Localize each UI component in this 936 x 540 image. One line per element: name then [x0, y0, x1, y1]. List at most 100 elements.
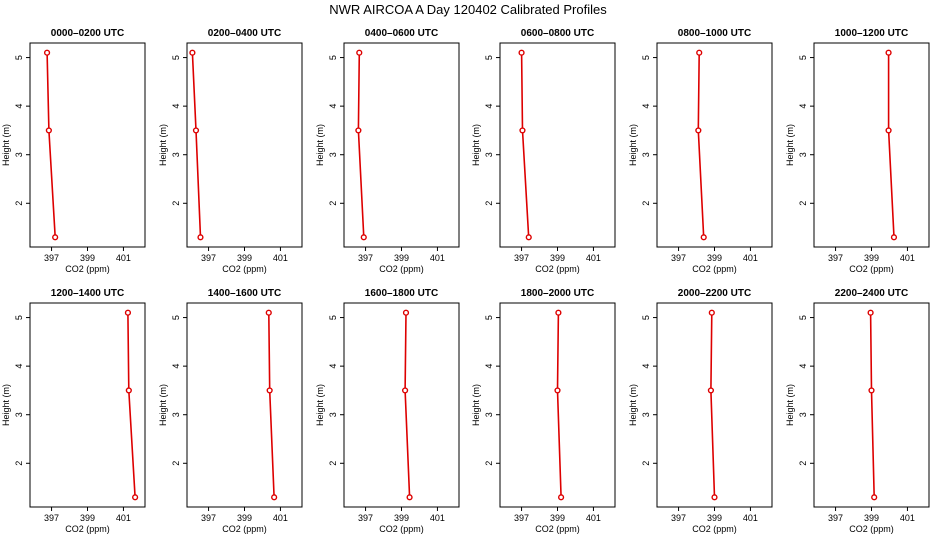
panel-title: 0200–0400 UTC [208, 28, 281, 39]
panel-title: 1800–2000 UTC [521, 288, 594, 299]
y-tick-label: 2 [798, 201, 808, 206]
y-axis-label: Height (m) [315, 124, 325, 166]
y-tick-label: 3 [641, 412, 651, 417]
y-axis-label: Height (m) [628, 384, 638, 426]
x-tick-label: 401 [900, 253, 915, 263]
x-tick-label: 399 [394, 513, 409, 523]
x-tick-label: 397 [44, 253, 59, 263]
y-axis-label: Height (m) [785, 124, 795, 166]
profile-point [197, 234, 204, 241]
profile-line [357, 52, 365, 238]
y-tick-label: 3 [14, 152, 24, 157]
profile-panel: 1800–2000 UTC 397 399 401 2 3 4 5 CO2 (ppm) Heigh… [471, 288, 616, 534]
x-axis-label: CO2 (ppm) [379, 264, 424, 274]
x-tick-label: 397 [671, 253, 686, 263]
x-axis-label: CO2 (ppm) [222, 524, 267, 534]
panel-title: 1200–1400 UTC [51, 288, 124, 299]
x-tick-label: 401 [430, 513, 445, 523]
panel-title: 0000–0200 UTC [51, 28, 124, 39]
profile-point [189, 49, 196, 56]
y-tick-label: 5 [484, 55, 494, 60]
x-tick-label: 401 [586, 513, 601, 523]
profile-point [271, 494, 278, 501]
x-tick-label: 401 [116, 513, 131, 523]
y-axis-label: Height (m) [471, 124, 481, 166]
profile-point [695, 127, 702, 134]
profile-point [43, 49, 51, 56]
y-tick-label: 2 [484, 461, 494, 466]
profile-line [46, 52, 56, 238]
profile-line [404, 312, 411, 498]
x-tick-label: 401 [430, 253, 445, 263]
profile-point [868, 387, 875, 394]
x-axis-label: CO2 (ppm) [222, 264, 267, 274]
profile-point [401, 387, 409, 394]
profile-panel: 0400–0600 UTC 397 399 401 2 3 4 5 CO2 (ppm) Heigh… [315, 28, 460, 274]
x-tick-label: 399 [707, 253, 722, 263]
x-tick-label: 397 [514, 253, 529, 263]
y-tick-label: 3 [171, 412, 181, 417]
panel-title: 0800–1000 UTC [678, 28, 751, 39]
profile-point [554, 387, 561, 394]
profile-line [520, 52, 530, 238]
x-tick-label: 399 [237, 253, 252, 263]
y-tick-label: 4 [484, 364, 494, 369]
x-tick-label: 401 [900, 513, 915, 523]
y-tick-label: 4 [484, 104, 494, 109]
y-tick-label: 4 [798, 364, 808, 369]
profile-point [696, 49, 703, 56]
profile-line [268, 312, 275, 498]
x-tick-label: 397 [44, 513, 59, 523]
profile-point [518, 49, 525, 56]
profile-point [707, 387, 715, 394]
y-tick-label: 3 [484, 152, 494, 157]
y-tick-label: 2 [328, 461, 338, 466]
profile-point [890, 234, 898, 241]
y-tick-label: 5 [798, 55, 808, 60]
y-tick-label: 3 [641, 152, 651, 157]
profile-panel: 1200–1400 UTC 397 399 401 2 3 4 5 CO2 (ppm) Heigh… [1, 288, 146, 534]
panel-title: 0600–0800 UTC [521, 28, 594, 39]
y-axis-label: Height (m) [158, 384, 168, 426]
profile-line [127, 312, 136, 498]
x-axis-label: CO2 (ppm) [849, 264, 894, 274]
x-axis-label: CO2 (ppm) [379, 524, 424, 534]
profile-panel: 0600–0800 UTC 397 399 401 2 3 4 5 CO2 (ppm) Heigh… [471, 28, 616, 274]
x-axis-label: CO2 (ppm) [535, 524, 580, 534]
y-tick-label: 4 [171, 364, 181, 369]
profile-point [192, 127, 200, 134]
profile-point [885, 49, 892, 56]
profile-line [869, 312, 875, 498]
x-axis-label: CO2 (ppm) [535, 264, 580, 274]
profile-line [887, 52, 895, 238]
x-tick-label: 399 [550, 513, 565, 523]
panel-title: 0400–0600 UTC [365, 28, 438, 39]
plot-frame [499, 42, 616, 248]
x-tick-label: 401 [586, 253, 601, 263]
y-tick-label: 2 [14, 201, 24, 206]
x-axis-label: CO2 (ppm) [692, 524, 737, 534]
y-tick-label: 5 [328, 55, 338, 60]
y-axis-label: Height (m) [1, 124, 11, 166]
panel-title: 1400–1600 UTC [208, 288, 281, 299]
y-tick-label: 5 [14, 55, 24, 60]
profile-panel: 0200–0400 UTC 397 399 401 2 3 4 5 CO2 (ppm) Heigh… [158, 28, 303, 274]
profile-point [557, 494, 565, 501]
plot-frame [186, 42, 303, 248]
x-tick-label: 399 [864, 253, 879, 263]
profile-point [402, 309, 410, 316]
x-tick-label: 397 [201, 253, 216, 263]
x-tick-label: 399 [550, 253, 565, 263]
profile-point [885, 127, 892, 134]
profile-point [525, 234, 532, 241]
x-tick-label: 397 [828, 253, 843, 263]
y-axis-label: Height (m) [158, 124, 168, 166]
profile-point [708, 309, 715, 316]
profile-point [867, 309, 874, 316]
y-tick-label: 3 [484, 412, 494, 417]
profile-point [711, 494, 718, 501]
panel-title: 2200–2400 UTC [835, 288, 908, 299]
y-axis-label: Height (m) [628, 124, 638, 166]
y-tick-label: 2 [328, 201, 338, 206]
